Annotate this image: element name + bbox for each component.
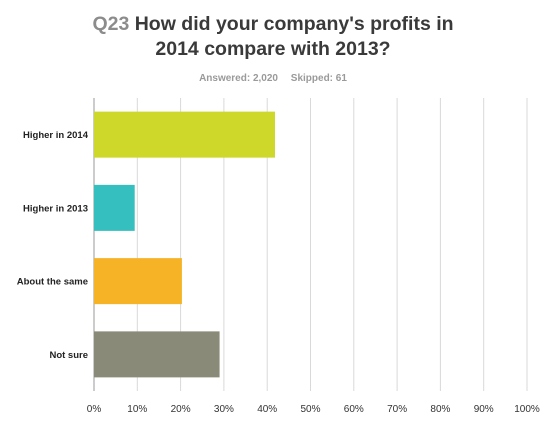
bar [94, 111, 275, 158]
question-title-line1: How did your company's profits in [134, 13, 454, 35]
x-tick-label: 80% [430, 404, 450, 415]
bar [94, 258, 182, 305]
x-tick-label: 100% [514, 404, 540, 415]
x-tick-label: 50% [300, 404, 320, 415]
answered-count: Answered: 2,020 [199, 73, 278, 84]
category-label: Higher in 2013 [23, 203, 88, 214]
question-title-line2: 2014 compare with 2013? [155, 38, 391, 60]
question-number: Q23 [92, 13, 130, 35]
bar [94, 331, 220, 378]
bar [94, 184, 135, 231]
category-label: Not sure [49, 350, 88, 361]
x-tick-label: 20% [171, 404, 191, 415]
category-label: Higher in 2014 [23, 130, 89, 141]
x-tick-label: 70% [387, 404, 407, 415]
response-stats: Answered: 2,020 Skipped: 61 [0, 73, 546, 84]
question-title: Q23 How did your company's profits in 20… [0, 12, 546, 62]
x-tick-label: 60% [344, 404, 364, 415]
x-tick-label: 90% [474, 404, 494, 415]
x-tick-label: 40% [257, 404, 277, 415]
category-label: About the same [17, 277, 88, 288]
skipped-count: Skipped: 61 [290, 73, 347, 84]
x-tick-label: 10% [127, 404, 147, 415]
x-tick-label: 0% [87, 404, 102, 415]
x-tick-label: 30% [214, 404, 234, 415]
